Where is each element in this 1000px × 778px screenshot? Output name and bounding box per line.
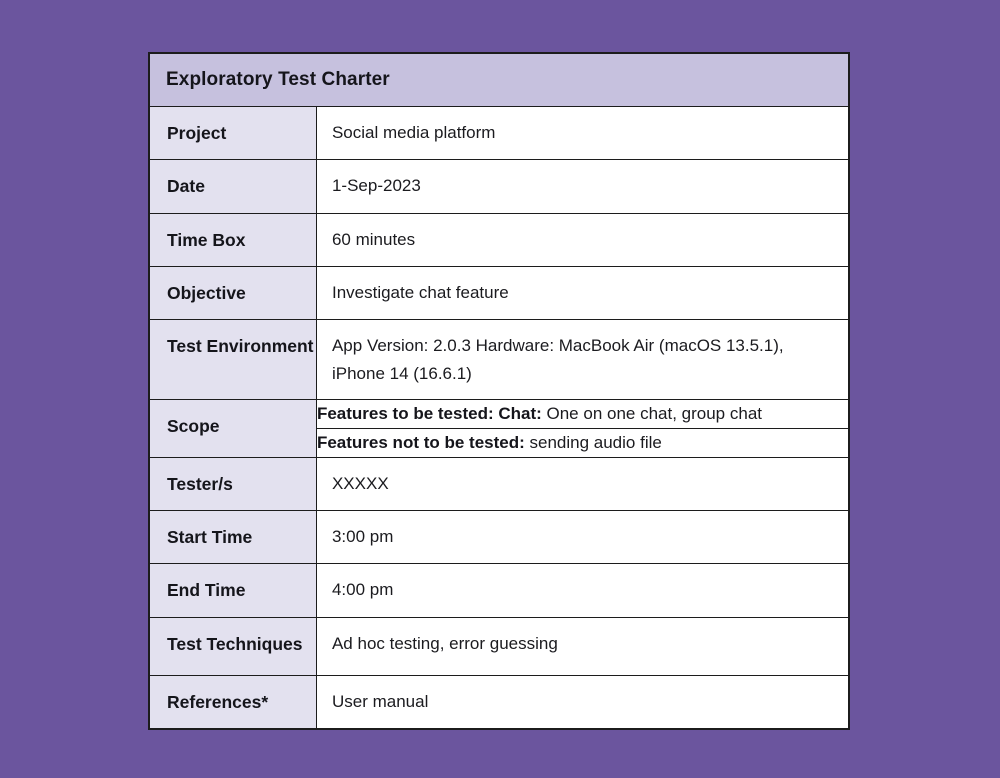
value-text: 1-Sep-2023 bbox=[331, 176, 421, 196]
table-row-test-techniques: Test Techniques Ad hoc testing, error gu… bbox=[148, 616, 850, 676]
row-value-references: User manual bbox=[315, 674, 850, 730]
table-row-project: Project Social media platform bbox=[148, 105, 850, 161]
row-label-testers: Tester/s bbox=[148, 456, 317, 511]
row-value-scope: Features to be tested: Chat: One on one … bbox=[315, 399, 850, 458]
label-text: Test Techniques bbox=[167, 633, 303, 654]
row-value-time-box: 60 minutes bbox=[315, 212, 850, 268]
label-text: Date bbox=[167, 176, 205, 197]
scope-included-cell: Features to be tested: Chat: One on one … bbox=[317, 400, 848, 428]
table-row-time-box: Time Box 60 minutes bbox=[148, 212, 850, 268]
row-label-end-time: End Time bbox=[148, 563, 317, 618]
scope-included-label: Features to be tested: Chat: bbox=[316, 404, 542, 424]
row-value-test-environment: App Version: 2.0.3 Hardware: MacBook Air… bbox=[315, 319, 850, 401]
row-label-test-environment: Test Environment bbox=[148, 319, 317, 401]
scope-excluded-detail: sending audio file bbox=[524, 432, 662, 452]
row-value-end-time: 4:00 pm bbox=[315, 563, 850, 618]
row-label-time-box: Time Box bbox=[148, 212, 317, 268]
table-row-test-environment: Test Environment App Version: 2.0.3 Hard… bbox=[148, 319, 850, 401]
table-header-row: Exploratory Test Charter bbox=[148, 52, 850, 107]
table-row-start-time: Start Time 3:00 pm bbox=[148, 509, 850, 565]
exploratory-test-charter-table: Exploratory Test Charter Project Social … bbox=[148, 52, 850, 730]
row-value-date: 1-Sep-2023 bbox=[315, 159, 850, 214]
table-row-testers: Tester/s XXXXX bbox=[148, 456, 850, 511]
scope-excluded-label: Features not to be tested: bbox=[316, 432, 525, 452]
value-text: Investigate chat feature bbox=[331, 283, 509, 303]
label-text: Project bbox=[167, 123, 227, 143]
row-label-date: Date bbox=[148, 159, 317, 214]
scope-included-text: Features to be tested: Chat: One on one … bbox=[317, 400, 848, 428]
page-title: Exploratory Test Charter bbox=[166, 69, 390, 90]
label-text: Start Time bbox=[167, 526, 253, 547]
row-label-objective: Objective bbox=[148, 266, 317, 321]
value-text: 3:00 pm bbox=[331, 526, 394, 546]
label-text: Scope bbox=[167, 416, 220, 437]
scope-excluded-text: Features not to be tested: sending audio… bbox=[317, 429, 848, 457]
value-text: XXXXX bbox=[331, 473, 389, 493]
value-text: 60 minutes bbox=[331, 229, 416, 249]
scope-included-detail: One on one chat, group chat bbox=[541, 404, 763, 424]
scope-subtable: Features to be tested: Chat: One on one … bbox=[316, 400, 848, 457]
label-text: Tester/s bbox=[167, 473, 233, 494]
scope-subrow-included: Features to be tested: Chat: One on one … bbox=[317, 400, 848, 428]
label-text: End Time bbox=[167, 580, 246, 601]
value-text: Ad hoc testing, error guessing bbox=[331, 633, 558, 653]
table-row-objective: Objective Investigate chat feature bbox=[148, 266, 850, 321]
table-row-references: References* User manual bbox=[148, 674, 850, 730]
label-text: Objective bbox=[167, 283, 246, 304]
row-label-start-time: Start Time bbox=[148, 509, 317, 565]
scope-excluded-cell: Features not to be tested: sending audio… bbox=[316, 427, 848, 457]
row-value-project: Social media platform bbox=[315, 105, 850, 161]
value-text: Social media platform bbox=[331, 123, 496, 142]
row-label-scope: Scope bbox=[148, 399, 317, 458]
charter-title-cell: Exploratory Test Charter bbox=[148, 52, 850, 107]
table-row-date: Date 1-Sep-2023 bbox=[148, 159, 850, 214]
scope-subrow-excluded: Features not to be tested: sending audio… bbox=[316, 427, 848, 457]
row-value-test-techniques: Ad hoc testing, error guessing bbox=[315, 616, 850, 676]
row-label-project: Project bbox=[148, 105, 317, 161]
row-label-references: References* bbox=[148, 674, 317, 730]
row-value-testers: XXXXX bbox=[315, 456, 850, 511]
row-value-start-time: 3:00 pm bbox=[315, 509, 850, 565]
row-value-objective: Investigate chat feature bbox=[315, 266, 850, 321]
value-text: App Version: 2.0.3 Hardware: MacBook Air… bbox=[331, 336, 784, 383]
label-text: References* bbox=[167, 691, 269, 712]
table-row-end-time: End Time 4:00 pm bbox=[148, 563, 850, 618]
table-row-scope: Scope Features to be tested: Chat: One o… bbox=[148, 399, 850, 458]
label-text: Time Box bbox=[167, 229, 246, 250]
value-text: 4:00 pm bbox=[331, 580, 394, 600]
value-text: User manual bbox=[331, 691, 429, 711]
label-text: Test Environment bbox=[167, 336, 314, 357]
row-label-test-techniques: Test Techniques bbox=[148, 616, 317, 676]
